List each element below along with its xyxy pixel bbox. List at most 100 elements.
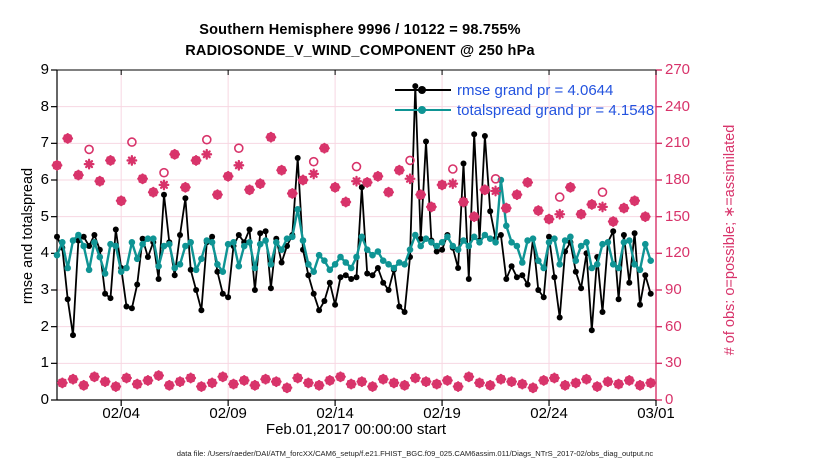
assimilated-obs-marker [356,376,368,388]
rmse-point [235,232,242,238]
totalspread-point [593,261,601,268]
assimilated-obs-marker [393,164,405,176]
assimilated-obs-marker [602,376,614,388]
assimilated-obs-marker [383,186,395,198]
assimilated-obs-marker [302,377,314,389]
assimilated-obs-marker [158,179,170,191]
assimilated-obs-marker [447,178,459,190]
assimilated-obs-marker [217,371,229,383]
rmse-point [64,296,71,303]
totalspread-dot-icon [418,106,426,114]
y-left-tick-label: 6 [40,171,49,188]
rmse-point [209,233,216,240]
assimilated-obs-marker [645,377,657,389]
possible-obs-marker [490,174,501,184]
rmse-point [182,195,189,202]
y-left-tick-label: 1 [40,354,49,372]
assimilated-obs-marker [238,374,250,386]
y-left-tick-label: 7 [40,134,49,152]
assimilated-obs-marker [163,379,175,391]
rmse-point [257,230,264,237]
possible-obs-marker [159,167,169,178]
assimilated-obs-marker [260,373,272,385]
rmse-point [54,233,60,240]
totalspread-point [428,239,435,246]
assimilated-obs-marker [361,176,373,188]
assimilated-obs-marker [538,374,550,386]
assimilated-obs-marker [78,379,90,391]
rmse-point [171,272,178,279]
totalspread-point [219,268,227,276]
rmse-point [615,296,622,303]
rmse-point [497,232,504,238]
totalspread-point [358,233,366,241]
rmse-point [348,276,355,282]
assimilated-obs-marker [131,378,143,390]
assimilated-obs-marker [388,377,400,389]
assimilated-obs-marker [169,148,181,160]
assimilated-obs-marker [345,378,357,390]
rmse-point [134,281,141,288]
possible-obs-marker [554,192,565,202]
totalspread-point [171,264,178,272]
assimilated-obs-marker [297,174,309,186]
assimilated-obs-marker [313,379,325,391]
assimilated-obs-marker [351,175,362,187]
totalspread-point [433,242,441,250]
totalspread-point [182,242,189,250]
y-left-tick-label: 4 [40,244,49,262]
assimilated-obs-marker [597,201,608,213]
chart-title-line1: Southern Hemisphere 9996 / 10122 = 98.75… [199,22,521,38]
assimilated-obs-marker [543,213,555,225]
totalspread-point [540,264,547,272]
rmse-point [401,309,408,315]
totalspread-point [107,240,114,248]
assimilated-obs-marker [335,371,346,383]
totalspread-point [406,246,414,253]
assimilated-obs-marker [88,371,100,383]
rmse-point [246,226,253,233]
rmse-point [321,298,328,304]
rmse-point [481,133,488,139]
rmse-point [305,272,312,279]
totalspread-point [299,237,307,244]
x-tick-label: 02/24 [530,405,568,422]
assimilated-obs-marker [506,376,518,388]
totalspread-point [620,239,628,246]
assimilated-obs-marker [458,196,469,208]
totalspread-point [187,239,194,246]
rmse-point [294,155,301,161]
rmse-point [198,307,205,314]
assimilated-obs-marker [121,372,132,384]
assimilated-obs-marker [479,184,491,196]
rmse-point [513,274,520,281]
totalspread-point [519,259,526,266]
assimilated-obs-marker [399,379,411,391]
totalspread-point [465,242,473,250]
rmse-point [433,248,440,255]
totalspread-point [166,240,173,248]
totalspread-point [155,262,162,270]
totalspread-point [363,246,371,253]
totalspread-point [176,261,184,268]
assimilated-obs-marker [142,374,154,386]
rmse-point [219,290,226,297]
rmse-point [107,295,114,302]
totalspread-point [636,266,644,274]
rmse-point [128,305,135,312]
rmse-point [631,230,638,237]
assimilated-obs-marker [99,376,111,388]
rmse-point [524,281,531,288]
assimilated-obs-marker [613,378,625,390]
assimilated-obs-marker [179,181,191,193]
assimilated-obs-marker [586,198,598,210]
totalspread-point [609,261,617,268]
assimilated-obs-marker [281,382,293,394]
rmse-point [177,232,183,238]
totalspread-point [128,239,136,246]
assimilated-obs-marker [607,216,619,228]
totalspread-point [545,239,553,246]
x-tick-label: 03/01 [637,405,675,422]
assimilated-obs-marker [72,169,84,181]
